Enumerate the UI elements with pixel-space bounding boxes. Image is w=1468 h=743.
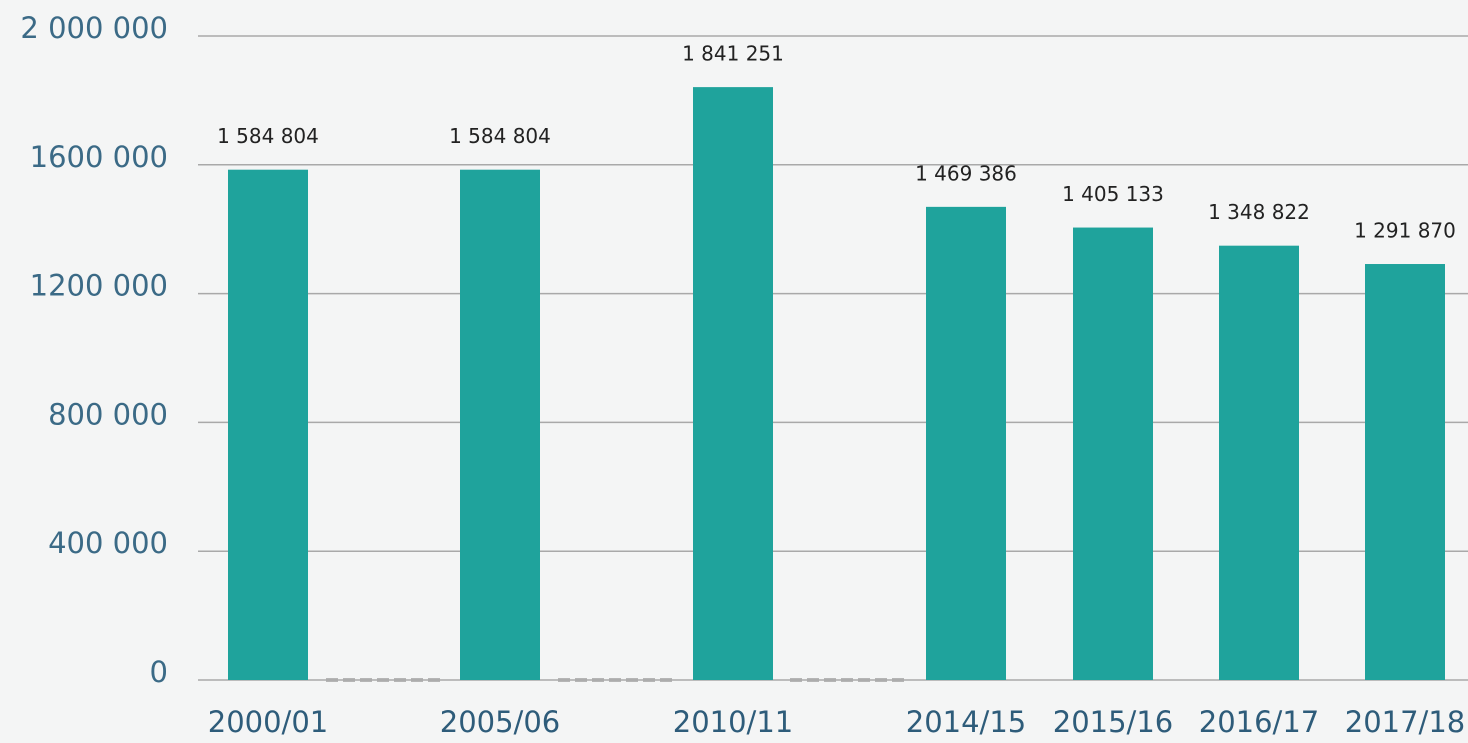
data-label: 1 584 804 — [217, 124, 319, 148]
data-label: 1 841 251 — [682, 42, 784, 66]
y-tick-label: 1600 000 — [30, 140, 168, 174]
x-tick-label: 2016/17 — [1199, 705, 1319, 739]
y-tick-label: 2 000 000 — [20, 11, 168, 45]
bar — [1073, 227, 1153, 680]
x-tick-label: 2017/18 — [1345, 705, 1465, 739]
y-tick-label: 800 000 — [48, 397, 168, 431]
x-tick-label: 2010/11 — [673, 705, 793, 739]
data-label: 1 584 804 — [449, 124, 551, 148]
bar — [926, 206, 1006, 680]
y-tick-label: 400 000 — [48, 526, 168, 560]
data-label: 1 469 386 — [915, 161, 1017, 185]
bar — [693, 87, 773, 680]
x-tick-label: 2005/06 — [440, 705, 560, 739]
bar — [228, 169, 308, 680]
bar — [1365, 264, 1445, 680]
y-tick-label: 1200 000 — [30, 269, 168, 303]
data-label: 1 348 822 — [1208, 200, 1310, 224]
x-tick-label: 2014/15 — [906, 705, 1026, 739]
data-label: 1 405 133 — [1062, 182, 1164, 206]
x-tick-label: 2000/01 — [208, 705, 328, 739]
data-label: 1 291 870 — [1354, 219, 1456, 243]
y-tick-label: 0 — [150, 655, 168, 689]
bar — [1219, 245, 1299, 680]
bar — [460, 169, 540, 680]
x-tick-label: 2015/16 — [1053, 705, 1173, 739]
